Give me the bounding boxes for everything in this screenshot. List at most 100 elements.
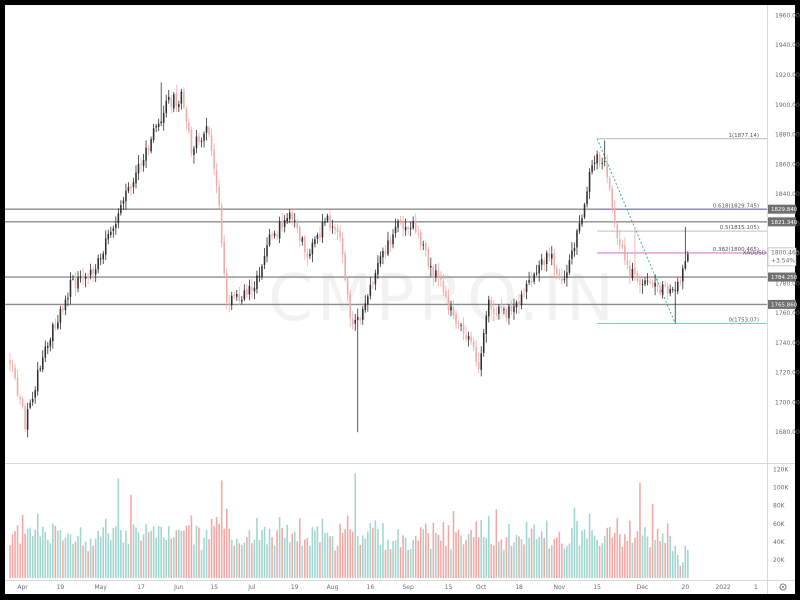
- candle-body: [271, 235, 273, 237]
- candle: [344, 250, 346, 282]
- volume-bar: [246, 536, 248, 578]
- candle: [455, 311, 457, 330]
- candle-body: [258, 275, 261, 277]
- candle-body: [87, 276, 89, 278]
- price-tick-label: 1920.000: [775, 72, 800, 79]
- candle-body: [576, 230, 578, 248]
- last-price-change: +3.54%: [771, 257, 795, 264]
- settings-gear-icon[interactable]: [779, 583, 787, 591]
- candle: [608, 176, 611, 191]
- candle-body: [301, 237, 304, 242]
- candle-body: [548, 252, 551, 258]
- volume-bar: [467, 533, 470, 578]
- volume-bar: [394, 540, 397, 578]
- candle-body: [508, 306, 510, 319]
- volume-bar: [309, 545, 311, 578]
- candle: [77, 271, 79, 293]
- price-tick-label: 1720.000: [775, 370, 800, 377]
- candle: [430, 257, 432, 277]
- volume-bar: [548, 548, 551, 578]
- volume-bar: [59, 530, 62, 578]
- candle: [334, 223, 336, 235]
- volume-bar: [49, 543, 52, 578]
- volume-bar: [674, 545, 677, 578]
- volume-bar: [417, 540, 419, 578]
- candle-body: [495, 313, 498, 315]
- volume-bar: [107, 533, 110, 578]
- candle-body: [424, 243, 427, 251]
- candle-body: [110, 231, 112, 235]
- candle: [561, 268, 563, 285]
- candle-body: [14, 367, 16, 379]
- candle: [417, 225, 419, 239]
- candle: [498, 304, 500, 320]
- candle-body: [372, 283, 374, 285]
- candle: [543, 257, 545, 271]
- candlestick-series[interactable]: [9, 82, 689, 438]
- price-tick-label: 1760.000: [775, 310, 800, 317]
- volume-bar: [208, 539, 210, 578]
- volume-bar: [213, 526, 215, 578]
- candle-body: [59, 309, 62, 323]
- volume-bar: [200, 549, 203, 578]
- candle-body: [97, 258, 99, 270]
- candle-body: [616, 224, 619, 239]
- volume-bar: [364, 538, 367, 578]
- watermark-text: CMPRO.IN: [268, 262, 618, 336]
- candle-body: [545, 252, 548, 265]
- volume-bar: [127, 543, 130, 578]
- volume-bar: [543, 538, 545, 578]
- candle-body: [162, 112, 165, 123]
- volume-bar: [480, 519, 482, 578]
- candle: [62, 304, 64, 315]
- volume-bar: [175, 530, 178, 578]
- volume-bar: [283, 538, 286, 578]
- volume-bar: [125, 530, 127, 578]
- fibonacci-retracement[interactable]: 1(1877.14) 0.618(1829.745) 0.5(1815.105) 0.…: [596, 133, 767, 324]
- volume-bar: [500, 539, 503, 578]
- candle-body: [155, 126, 157, 128]
- candle: [687, 251, 689, 263]
- candle-body: [558, 273, 561, 278]
- volume-bar: [641, 535, 644, 578]
- volume-series: [9, 473, 689, 578]
- candle-body: [588, 171, 591, 192]
- candle-body: [490, 300, 493, 309]
- time-axis[interactable]: Apr 19 May 17 Jun 15 Jul 19 Aug 16 Sep 15 Oct 18 Nov 15…: [17, 584, 758, 591]
- candle-body: [674, 289, 677, 291]
- candle-body: [419, 232, 422, 246]
- candle-body: [515, 302, 518, 308]
- candle-body: [167, 96, 170, 101]
- candle: [568, 254, 571, 275]
- volume-bar: [356, 536, 359, 578]
- candle-body: [523, 292, 525, 294]
- volume-bar: [306, 537, 309, 578]
- candle-body: [530, 280, 533, 283]
- volume-bar: [193, 544, 195, 578]
- candle-body: [641, 284, 644, 286]
- candle-body: [374, 273, 377, 285]
- candle-body: [160, 121, 162, 124]
- candle: [173, 91, 175, 113]
- candle: [41, 350, 44, 373]
- candle-body: [636, 273, 639, 282]
- candle-body: [682, 268, 684, 282]
- candle-body: [142, 160, 145, 166]
- candle: [606, 154, 608, 184]
- volume-bar: [104, 518, 107, 578]
- volume-bar: [24, 533, 26, 578]
- volume-bar: [69, 534, 72, 578]
- volume-bar: [523, 544, 525, 578]
- candle: [14, 363, 16, 381]
- volume-bar: [513, 542, 515, 578]
- candle: [407, 225, 409, 236]
- volume-bar: [624, 534, 626, 578]
- candle: [314, 236, 316, 248]
- volume-bar: [157, 526, 160, 578]
- candle-body: [538, 265, 540, 274]
- candle: [316, 232, 319, 244]
- time-tick-label: May: [95, 584, 108, 591]
- candle: [145, 140, 147, 169]
- candle: [188, 118, 190, 135]
